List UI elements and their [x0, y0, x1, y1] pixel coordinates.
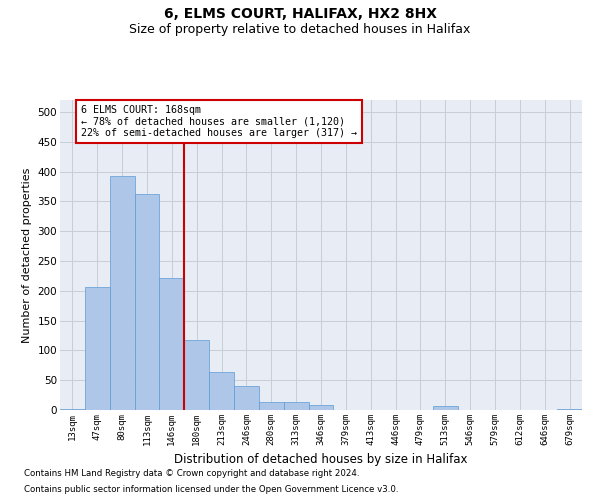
- Bar: [184, 340, 209, 410]
- Y-axis label: Number of detached properties: Number of detached properties: [22, 168, 32, 342]
- Bar: [134, 194, 160, 410]
- Bar: [433, 406, 458, 410]
- Bar: [85, 286, 110, 410]
- Bar: [110, 176, 134, 410]
- Bar: [308, 405, 334, 410]
- Bar: [160, 278, 184, 410]
- Bar: [60, 409, 85, 410]
- Text: Distribution of detached houses by size in Halifax: Distribution of detached houses by size …: [174, 452, 468, 466]
- Bar: [284, 402, 308, 410]
- Bar: [234, 386, 259, 410]
- Bar: [209, 372, 234, 410]
- Bar: [557, 409, 582, 410]
- Text: Size of property relative to detached houses in Halifax: Size of property relative to detached ho…: [130, 22, 470, 36]
- Text: 6, ELMS COURT, HALIFAX, HX2 8HX: 6, ELMS COURT, HALIFAX, HX2 8HX: [163, 8, 437, 22]
- Text: Contains public sector information licensed under the Open Government Licence v3: Contains public sector information licen…: [24, 485, 398, 494]
- Text: 6 ELMS COURT: 168sqm
← 78% of detached houses are smaller (1,120)
22% of semi-de: 6 ELMS COURT: 168sqm ← 78% of detached h…: [81, 104, 357, 138]
- Text: Contains HM Land Registry data © Crown copyright and database right 2024.: Contains HM Land Registry data © Crown c…: [24, 468, 359, 477]
- Bar: [259, 402, 284, 410]
